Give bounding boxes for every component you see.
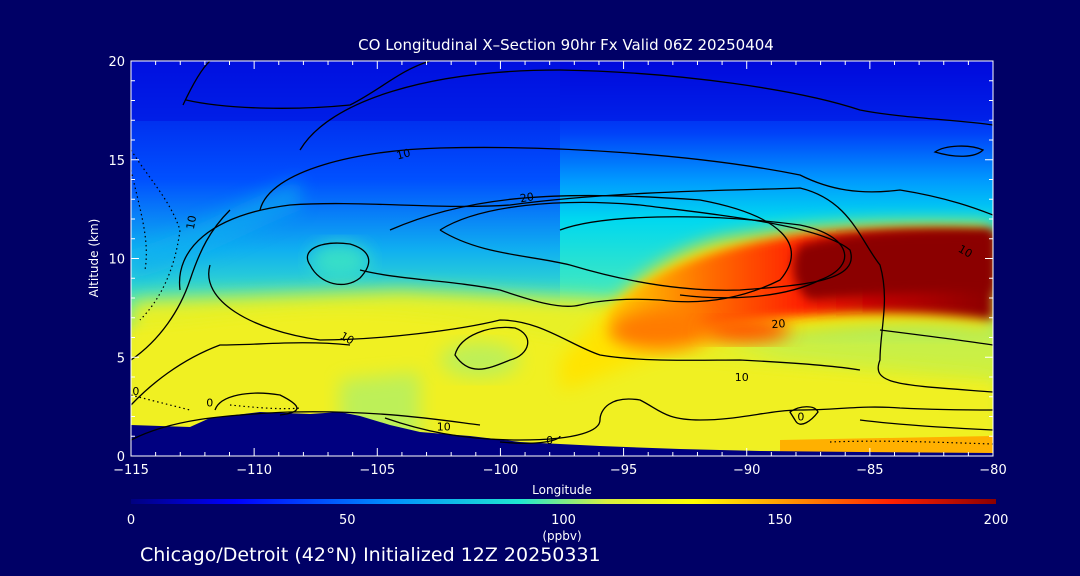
contour-label: 10 bbox=[184, 214, 199, 230]
x-axis: −115 −110 −105 −100 −95 −90 −85 −80 bbox=[113, 61, 1007, 478]
x-tick-label: −85 bbox=[856, 463, 883, 478]
contour-label: 0 bbox=[132, 385, 139, 398]
colorbar-tick-label: 0 bbox=[127, 513, 135, 528]
y-tick-label: 10 bbox=[108, 253, 125, 268]
colorbar bbox=[131, 499, 996, 504]
x-tick-label: −110 bbox=[236, 463, 272, 478]
contour-label: 10 bbox=[437, 420, 451, 433]
colorbar-unit: (ppbv) bbox=[542, 529, 581, 543]
colorbar-tick-label: 150 bbox=[767, 513, 792, 528]
terrain bbox=[131, 412, 993, 456]
x-tick-label: −80 bbox=[979, 463, 1006, 478]
contour-labels: 10 10 20 10 20 10 10 0 0 10 0 0 bbox=[132, 146, 974, 447]
x-tick-label: −115 bbox=[113, 463, 149, 478]
y-tick-label: 0 bbox=[117, 450, 125, 465]
contour-lines bbox=[131, 61, 993, 444]
contour-label: 10 bbox=[956, 242, 975, 260]
x-tick-label: −105 bbox=[359, 463, 395, 478]
colorbar-tick-label: 100 bbox=[551, 513, 576, 528]
contour-label: 10 bbox=[338, 329, 357, 347]
contour-label: 0 bbox=[797, 410, 804, 423]
x-axis-label: Longitude bbox=[532, 483, 592, 497]
contour-label: 0 bbox=[206, 397, 213, 410]
y-tick-label: 5 bbox=[117, 351, 125, 366]
co-field bbox=[131, 61, 993, 456]
y-tick-label: 15 bbox=[108, 154, 125, 169]
contour-label: 0 bbox=[546, 434, 553, 447]
x-tick-label: −90 bbox=[733, 463, 760, 478]
footer-caption: Chicago/Detroit (42°N) Initialized 12Z 2… bbox=[140, 544, 601, 566]
contour-label: 20 bbox=[519, 190, 535, 205]
y-tick-label: 20 bbox=[108, 55, 125, 70]
contour-label: 10 bbox=[735, 371, 749, 384]
dotted-contours bbox=[131, 149, 993, 445]
x-tick-label: −100 bbox=[483, 463, 519, 478]
y-axis: 0 5 10 15 20 bbox=[108, 55, 993, 465]
colorbar-tick-label: 50 bbox=[339, 513, 356, 528]
chart-title: CO Longitudinal X–Section 90hr Fx Valid … bbox=[358, 36, 774, 54]
contour-label: 20 bbox=[771, 317, 786, 331]
x-tick-label: −95 bbox=[610, 463, 637, 478]
contour-label: 10 bbox=[395, 146, 412, 162]
y-axis-label: Altitude (km) bbox=[87, 219, 101, 298]
colorbar-ticks: 0 50 100 150 200 bbox=[127, 513, 1009, 528]
colorbar-tick-label: 200 bbox=[984, 513, 1009, 528]
